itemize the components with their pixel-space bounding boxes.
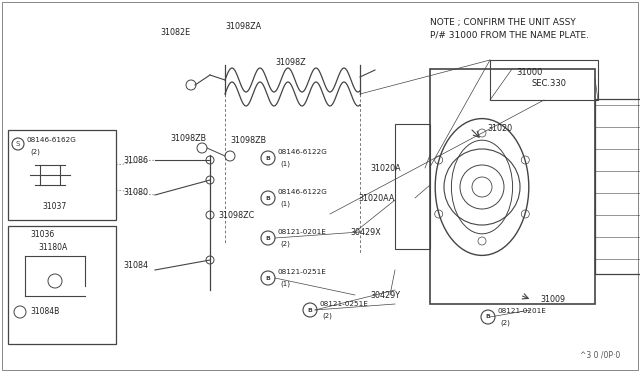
Bar xyxy=(8,226,116,344)
Text: 08146-6122G: 08146-6122G xyxy=(278,149,328,155)
Text: SEC.330: SEC.330 xyxy=(531,79,566,88)
Text: 31080: 31080 xyxy=(123,187,148,196)
Text: 08121-0201E: 08121-0201E xyxy=(498,308,547,314)
Text: S: S xyxy=(16,141,20,147)
Bar xyxy=(395,124,430,249)
Text: B: B xyxy=(486,314,490,320)
Bar xyxy=(595,99,640,274)
Text: P/# 31000 FROM THE NAME PLATE.: P/# 31000 FROM THE NAME PLATE. xyxy=(430,30,589,39)
Text: 31020: 31020 xyxy=(487,124,512,132)
Text: 31036: 31036 xyxy=(30,230,54,238)
Text: 30429Y: 30429Y xyxy=(370,291,400,299)
Text: 31098Z: 31098Z xyxy=(275,58,306,67)
Text: B: B xyxy=(266,196,271,201)
Text: (1): (1) xyxy=(280,281,290,287)
Text: ^3 0 /0P·0: ^3 0 /0P·0 xyxy=(580,351,620,360)
Bar xyxy=(490,60,598,100)
Text: NOTE ; CONFIRM THE UNIT ASSY: NOTE ; CONFIRM THE UNIT ASSY xyxy=(430,18,576,27)
Text: 30429X: 30429X xyxy=(350,228,381,237)
Text: 08146-6122G: 08146-6122G xyxy=(278,189,328,195)
Text: 31098ZB: 31098ZB xyxy=(230,135,266,144)
Text: 31000: 31000 xyxy=(516,68,542,77)
Text: (1): (1) xyxy=(280,201,290,207)
Text: 31086: 31086 xyxy=(123,155,148,164)
Text: 08121-0201E: 08121-0201E xyxy=(278,229,327,235)
Text: 31098ZC: 31098ZC xyxy=(218,211,254,219)
Text: 31084B: 31084B xyxy=(30,308,60,317)
Text: B: B xyxy=(266,235,271,241)
Text: (2): (2) xyxy=(322,313,332,319)
Text: (2): (2) xyxy=(280,241,290,247)
Text: 08121-0251E: 08121-0251E xyxy=(278,269,327,275)
Text: (2): (2) xyxy=(30,149,40,155)
Bar xyxy=(430,69,595,304)
Text: (2): (2) xyxy=(500,320,510,326)
Text: 31180A: 31180A xyxy=(38,244,67,253)
Text: 31082E: 31082E xyxy=(160,28,190,36)
Text: 31009: 31009 xyxy=(540,295,565,305)
Text: B: B xyxy=(266,155,271,160)
Text: (1): (1) xyxy=(280,161,290,167)
Text: B: B xyxy=(266,276,271,280)
Text: 31037: 31037 xyxy=(43,202,67,211)
Bar xyxy=(8,130,116,220)
Text: 08121-0251E: 08121-0251E xyxy=(320,301,369,307)
Text: 31098ZB: 31098ZB xyxy=(170,134,206,142)
Text: 31084: 31084 xyxy=(123,260,148,269)
Text: B: B xyxy=(308,308,312,312)
Text: 08146-6162G: 08146-6162G xyxy=(26,137,76,143)
Text: 31020A: 31020A xyxy=(370,164,401,173)
Text: 31020AA: 31020AA xyxy=(358,193,394,202)
Text: 31098ZA: 31098ZA xyxy=(225,22,261,31)
